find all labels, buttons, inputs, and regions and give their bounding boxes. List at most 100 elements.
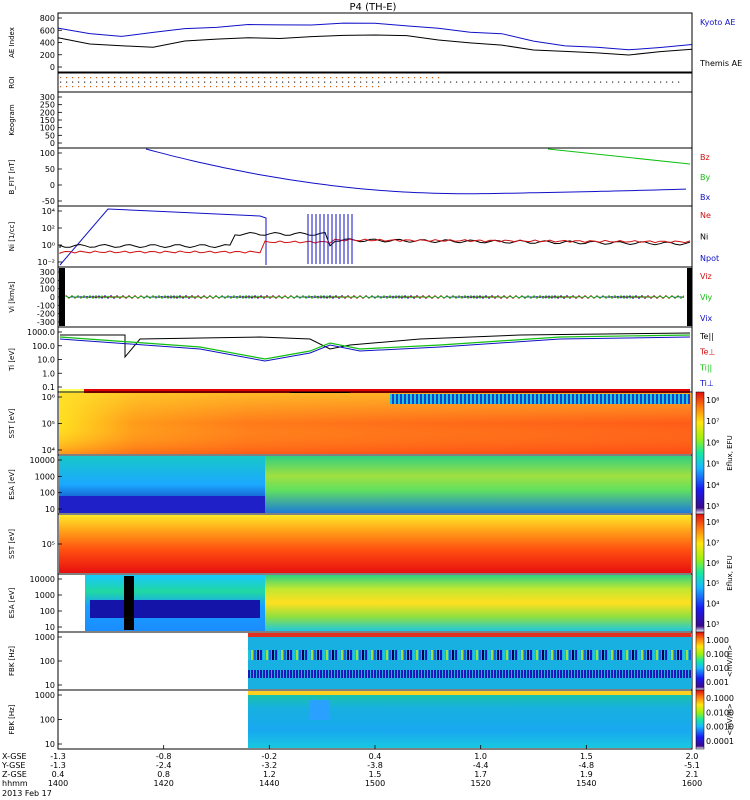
sst-e-stripe [438,394,440,404]
fbk1-stripe [467,650,469,660]
fbk1-stripe [359,670,361,678]
colorbar-tick: 0.010 [706,664,729,673]
fbk1-stripe [533,650,535,660]
roi-dot [366,81,368,83]
colorbar [695,513,705,633]
y-tick-label: 100 [40,657,55,666]
sst-e-stripe [650,394,652,404]
sst-e-stripe [614,394,616,404]
fbk1-stripe [650,650,652,660]
fbk1-stripe [278,670,280,678]
fbk1-stripe [575,650,577,660]
roi-dot [246,86,248,88]
roi-dot [594,81,596,83]
fbk1-stripe [362,650,364,660]
fbk1-stripe [497,650,499,660]
fbk1-stripe [581,670,583,678]
fbk1-stripe [491,670,493,678]
fbk1-stripe [581,650,583,660]
fbk1-stripe [416,650,418,660]
y-tick-label: 150 [40,116,55,125]
fbk1-stripe [617,650,619,660]
fbk1-stripe [485,670,487,678]
y-tick-label: 10.0 [37,356,55,365]
roi-dot [108,81,110,83]
fbk1-stripe [395,670,397,678]
fbk1-stripe [353,670,355,678]
legend-entry: Bx [700,193,710,202]
roi-dot [216,77,218,79]
roi-dot [102,77,104,79]
fbk1-stripe [281,670,283,678]
colorbar [695,689,705,750]
roi-dot [606,81,608,83]
fbk1-stripe [350,670,352,678]
roi-dot [186,81,188,83]
fbk1-stripe [647,670,649,678]
fbk1-stripe [650,670,652,678]
roi-dot [342,77,344,79]
roi-dot [372,86,374,88]
fbk1-stripe [602,670,604,678]
y-axis-label: FBK [Hz] [8,704,16,734]
tiperp-line [59,336,691,362]
roi-dot [162,77,164,79]
fbk1-stripe [482,650,484,660]
fbk1-stripe [680,670,682,678]
roi-dot [84,77,86,79]
roi-dot [204,81,206,83]
roi-dot [72,77,74,79]
roi-dot [258,77,260,79]
fbk1-stripe [611,670,613,678]
roi-dot [510,81,512,83]
roi-dot [462,81,464,83]
fbk1-stripe [377,650,379,660]
fbk1-stripe [314,650,316,660]
roi-dot [264,81,266,83]
sst-e-stripe [554,394,556,404]
x-tick-label: -4.4 [473,761,489,770]
roi-dot [234,77,236,79]
x-row-label: Z-GSE [2,770,27,779]
roi-dot [414,81,416,83]
sst-e-stripe [662,394,664,404]
x-tick-label: 1500 [365,779,385,788]
fbk1-stripe [275,670,277,678]
fbk1-stripe [674,650,676,660]
fbk1-stripe [656,650,658,660]
sst-e-stripe [674,394,676,404]
y-tick-label: 100 [40,149,55,158]
roi-dot [504,81,506,83]
roi-dot [552,81,554,83]
fbk1-stripe [569,670,571,678]
fbk1-stripe [404,670,406,678]
fbk1-stripe [380,670,382,678]
fbk1-stripe [422,670,424,678]
y-axis-label: Ti [eV] [8,348,16,372]
roi-dot [276,86,278,88]
fbk1-stripe [311,670,313,678]
fbk1-stripe [557,670,559,678]
legend-entry: By [700,173,710,182]
sst-e-stripe [462,394,464,404]
fbk1-stripe [515,670,517,678]
x-row-label: X-GSE [2,752,27,761]
fbk1-stripe [248,670,250,678]
fbk1-stripe [524,650,526,660]
fbk1-stripe [545,670,547,678]
fbk1-stripe [557,650,559,660]
fbk1-stripe [251,670,253,678]
roi-dot [360,86,362,88]
roi-dot [342,86,344,88]
x-tick-label: 1600 [682,779,702,788]
fbk1-stripe [515,650,517,660]
sst-e-stripe [546,394,548,404]
sst-e-stripe [418,394,420,404]
sst-e-stripe [562,394,564,404]
bx-line [145,148,687,195]
colorbar-tick: 10⁵ [706,579,719,588]
roi-dot [444,81,446,83]
y-axis-label: SST [eV] [8,408,16,438]
roi-dot [234,81,236,83]
y-tick-label: 100 [40,124,55,133]
